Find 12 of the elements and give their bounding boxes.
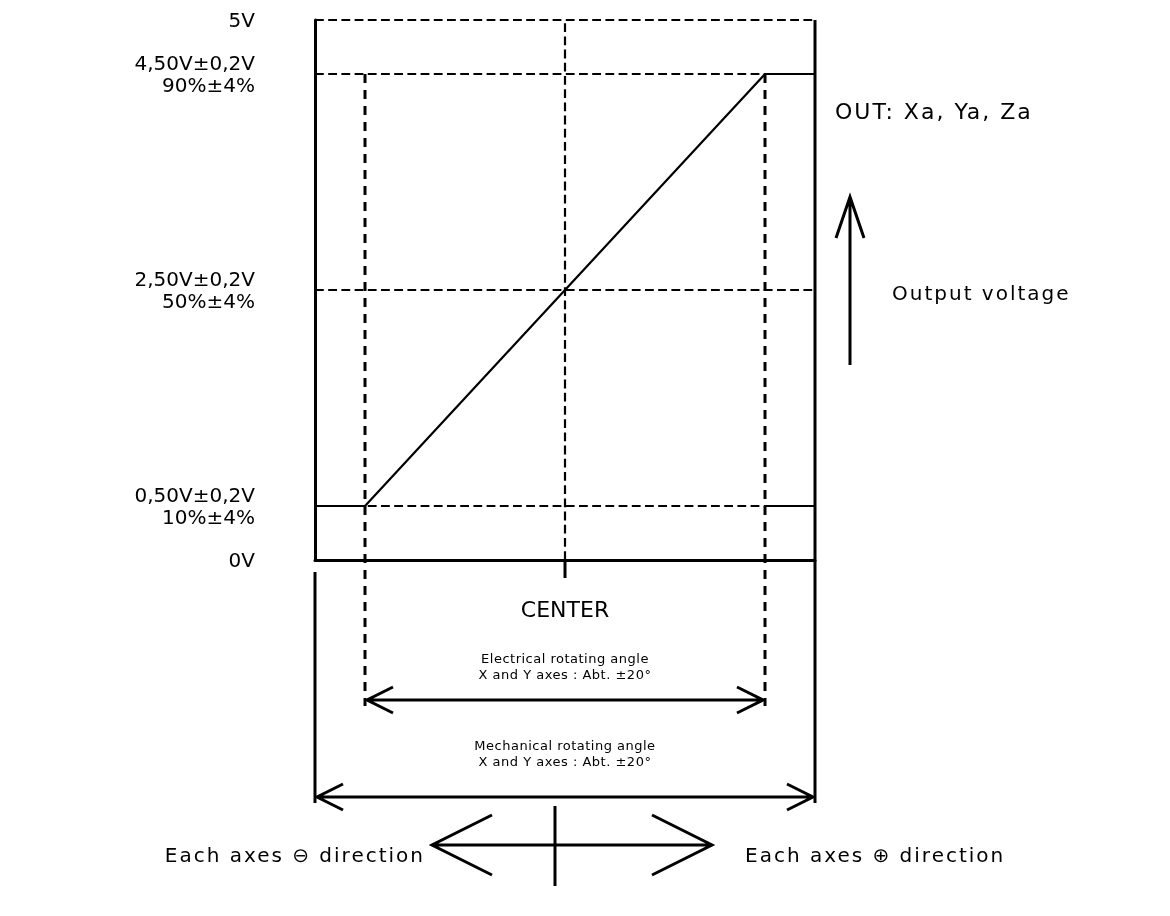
- y-tick-label: 5V: [228, 8, 256, 32]
- text: Each axes ⊖ direction: [164, 843, 425, 867]
- y-tick-label: 0V: [228, 548, 256, 572]
- text: OUT: Xa, Ya, Za: [835, 99, 1033, 124]
- y-tick-label: 4,50V±0,2V 90%±4%: [134, 51, 256, 97]
- text: Mechanical rotating angle X and Y axes : Abt. ±20°: [474, 738, 656, 769]
- x-tick-label: CENTER: [520, 596, 610, 622]
- text: Electrical rotating angle X and Y axes : Abt. ±20°: [478, 651, 652, 682]
- y-tick-label: 0,50V±0,2V 10%±4%: [134, 483, 256, 529]
- y-axis-title: Output voltage: [892, 281, 1071, 305]
- y-tick-label: 2,50V±0,2V 50%±4%: [134, 267, 256, 313]
- text: Each axes ⊕ direction: [745, 843, 1006, 867]
